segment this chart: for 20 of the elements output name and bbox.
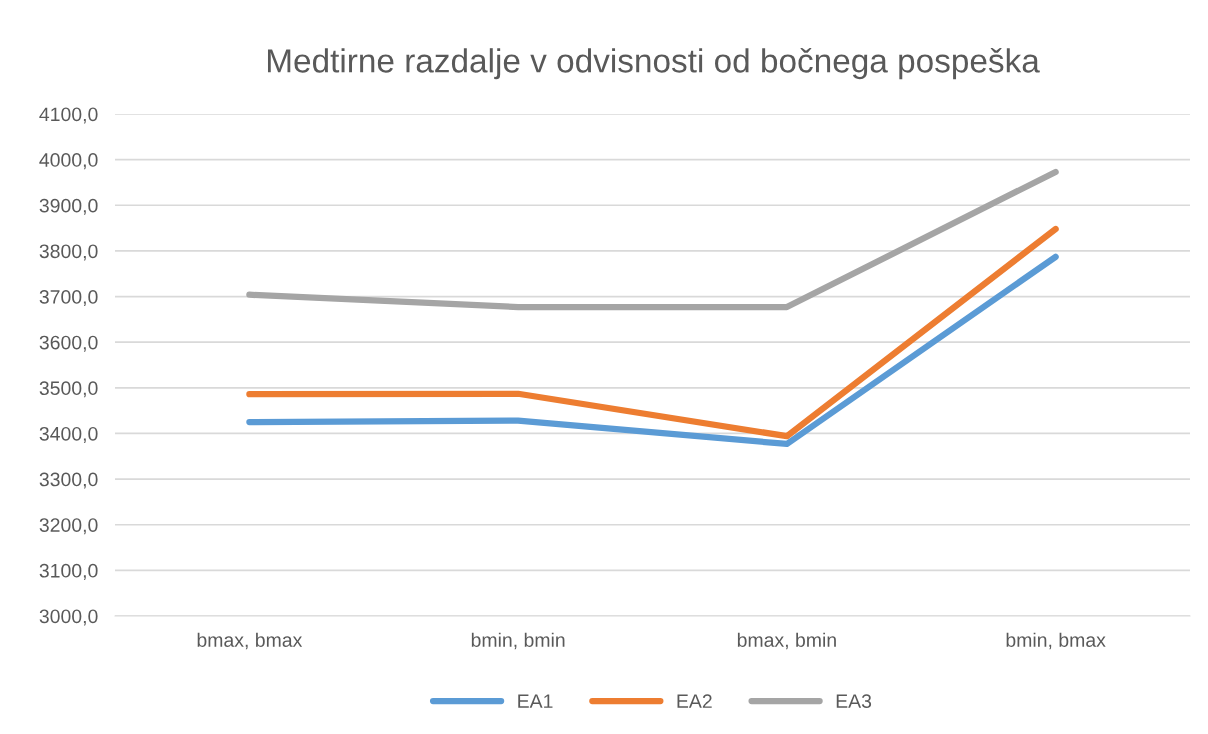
legend-label: EA3 [836,694,872,709]
x-tick-label: bmin, bmax [1006,632,1106,650]
legend-label: EA1 [518,694,553,708]
y-tick-label: 3800,0 [39,244,98,261]
x-tick-label: bmin, bmin [471,632,565,650]
y-tick-label: 3300,0 [39,472,98,489]
chart-title: Medtirne razdalje v odvisnosti od bočnega pospeška [267,48,1040,80]
y-tick-label: 3100,0 [39,563,98,580]
y-tick-label: 4100,0 [39,107,98,124]
y-tick-label: 3500,0 [39,381,98,398]
y-tick-label: 3900,0 [39,198,98,215]
y-tick-label: 3600,0 [39,335,98,352]
y-tick-label: 3400,0 [39,426,98,443]
y-tick-label: 3000,0 [39,609,98,626]
y-tick-label: 4000,0 [39,153,98,170]
y-tick-label: 3200,0 [39,518,98,535]
y-tick-label: 3700,0 [39,290,98,307]
x-tick-label: bmax, bmin [737,632,836,650]
legend-label: EA2 [677,694,712,708]
x-tick-label: bmax, bmax [197,632,303,650]
